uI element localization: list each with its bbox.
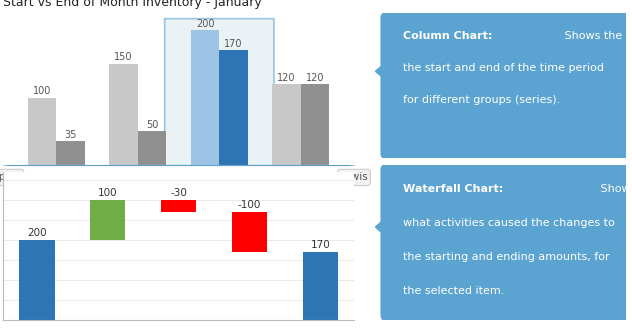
Text: Column Chart:: Column Chart: — [403, 31, 492, 41]
Text: 200: 200 — [196, 19, 214, 29]
Text: 120: 120 — [306, 73, 324, 83]
Bar — [56, 141, 85, 165]
Text: Start vs End of Month Inventory - January: Start vs End of Month Inventory - Januar… — [3, 0, 262, 9]
Text: Shows the amounts at: Shows the amounts at — [561, 31, 632, 41]
Polygon shape — [375, 57, 393, 86]
FancyBboxPatch shape — [165, 19, 274, 166]
Bar — [161, 200, 197, 212]
Text: Waterfall Chart:: Waterfall Chart: — [403, 183, 504, 194]
Bar — [109, 64, 138, 165]
Text: 50: 50 — [146, 120, 158, 130]
Bar — [272, 84, 301, 165]
Text: 120: 120 — [277, 73, 296, 83]
Text: -100: -100 — [238, 200, 261, 210]
Text: 150: 150 — [114, 52, 133, 62]
Text: for different groups (series).: for different groups (series). — [403, 94, 561, 105]
Text: 100: 100 — [33, 86, 51, 96]
Bar — [301, 84, 329, 165]
Polygon shape — [375, 212, 393, 243]
Text: the starting and ending amounts, for: the starting and ending amounts, for — [403, 252, 610, 262]
Bar — [138, 131, 166, 165]
Text: 35: 35 — [64, 130, 76, 140]
FancyBboxPatch shape — [380, 162, 632, 323]
Text: 170: 170 — [310, 240, 330, 250]
Text: 170: 170 — [224, 39, 243, 49]
Text: -30: -30 — [170, 188, 187, 198]
Text: Kiwis: Kiwis — [341, 172, 367, 182]
Text: 100: 100 — [98, 188, 118, 198]
Bar — [303, 252, 338, 320]
Text: Shows the details of: Shows the details of — [597, 183, 632, 194]
Bar — [191, 30, 219, 165]
Text: what activities caused the changes to: what activities caused the changes to — [403, 218, 615, 228]
Text: the start and end of the time period: the start and end of the time period — [403, 63, 604, 73]
FancyBboxPatch shape — [380, 10, 632, 161]
Bar — [19, 240, 54, 320]
Bar — [90, 200, 125, 240]
Text: Apples: Apples — [0, 172, 21, 182]
Text: 200: 200 — [27, 228, 47, 238]
Bar — [219, 50, 248, 165]
Bar — [28, 98, 56, 165]
Bar — [232, 212, 267, 252]
Text: the selected item.: the selected item. — [403, 286, 504, 296]
